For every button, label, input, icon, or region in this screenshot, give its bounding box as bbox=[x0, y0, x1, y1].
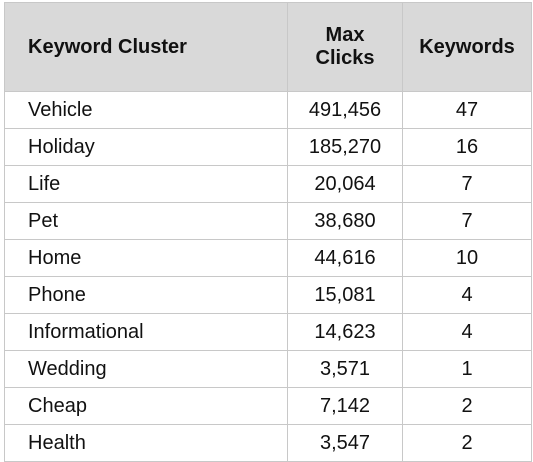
cell-max-clicks: 20,064 bbox=[287, 165, 403, 203]
table-row: Holiday 185,270 16 bbox=[4, 128, 532, 166]
cell-keywords: 1 bbox=[402, 350, 532, 388]
cell-cluster: Cheap bbox=[4, 387, 288, 425]
header-keyword-cluster: Keyword Cluster bbox=[4, 2, 288, 92]
cell-keywords: 2 bbox=[402, 387, 532, 425]
table-row: Life 20,064 7 bbox=[4, 165, 532, 203]
table-body: Vehicle 491,456 47 Holiday 185,270 16 Li… bbox=[4, 91, 532, 462]
cell-max-clicks: 3,547 bbox=[287, 424, 403, 462]
cell-keywords: 4 bbox=[402, 313, 532, 351]
cell-cluster: Home bbox=[4, 239, 288, 277]
cell-keywords: 4 bbox=[402, 276, 532, 314]
table-row: Vehicle 491,456 47 bbox=[4, 91, 532, 129]
header-keywords: Keywords bbox=[402, 2, 532, 92]
cell-max-clicks: 38,680 bbox=[287, 202, 403, 240]
cell-keywords: 2 bbox=[402, 424, 532, 462]
keyword-cluster-table-container: Keyword Cluster Max Clicks Keywords Vehi… bbox=[4, 2, 532, 462]
cell-max-clicks: 7,142 bbox=[287, 387, 403, 425]
cell-cluster: Phone bbox=[4, 276, 288, 314]
cell-max-clicks: 3,571 bbox=[287, 350, 403, 388]
table-row: Wedding 3,571 1 bbox=[4, 350, 532, 388]
header-max-clicks-line1: Max bbox=[325, 24, 365, 46]
header-max-clicks: Max Clicks bbox=[287, 2, 403, 92]
cell-cluster: Informational bbox=[4, 313, 288, 351]
cell-max-clicks: 15,081 bbox=[287, 276, 403, 314]
cell-cluster: Life bbox=[4, 165, 288, 203]
cell-cluster: Health bbox=[4, 424, 288, 462]
cell-keywords: 47 bbox=[402, 91, 532, 129]
cell-keywords: 7 bbox=[402, 202, 532, 240]
table-row: Cheap 7,142 2 bbox=[4, 387, 532, 425]
cell-cluster: Vehicle bbox=[4, 91, 288, 129]
cell-max-clicks: 44,616 bbox=[287, 239, 403, 277]
table-row: Informational 14,623 4 bbox=[4, 313, 532, 351]
cell-keywords: 10 bbox=[402, 239, 532, 277]
cell-cluster: Wedding bbox=[4, 350, 288, 388]
keyword-cluster-table: Keyword Cluster Max Clicks Keywords Vehi… bbox=[4, 2, 532, 462]
table-row: Pet 38,680 7 bbox=[4, 202, 532, 240]
header-max-clicks-line2: Clicks bbox=[315, 47, 375, 69]
table-row: Health 3,547 2 bbox=[4, 424, 532, 462]
cell-max-clicks: 185,270 bbox=[287, 128, 403, 166]
cell-max-clicks: 491,456 bbox=[287, 91, 403, 129]
cell-cluster: Pet bbox=[4, 202, 288, 240]
header-row: Keyword Cluster Max Clicks Keywords bbox=[4, 2, 532, 92]
cell-cluster: Holiday bbox=[4, 128, 288, 166]
cell-keywords: 7 bbox=[402, 165, 532, 203]
cell-keywords: 16 bbox=[402, 128, 532, 166]
table-row: Home 44,616 10 bbox=[4, 239, 532, 277]
table-header: Keyword Cluster Max Clicks Keywords bbox=[4, 2, 532, 92]
table-row: Phone 15,081 4 bbox=[4, 276, 532, 314]
cell-max-clicks: 14,623 bbox=[287, 313, 403, 351]
